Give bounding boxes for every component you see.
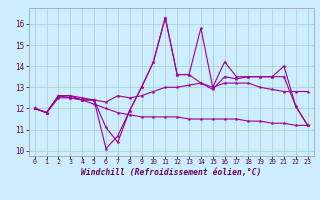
X-axis label: Windchill (Refroidissement éolien,°C): Windchill (Refroidissement éolien,°C) xyxy=(81,168,261,177)
